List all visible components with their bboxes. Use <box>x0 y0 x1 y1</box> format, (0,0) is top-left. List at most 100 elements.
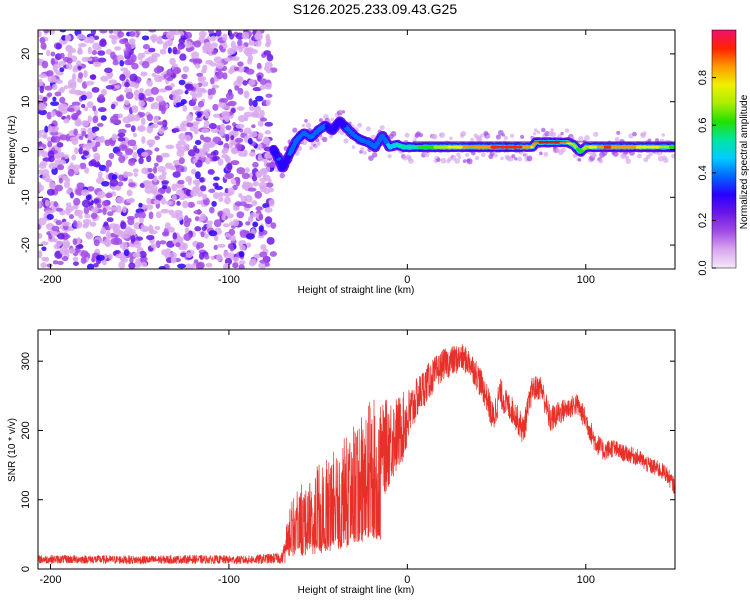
noise-blob <box>233 206 240 211</box>
noise-blob <box>146 197 152 205</box>
noise-blob <box>128 38 136 44</box>
track-dot <box>381 134 385 138</box>
track-halo <box>560 147 566 153</box>
noise-blob <box>218 45 224 51</box>
noise-blob <box>76 182 85 189</box>
track-halo <box>612 151 619 157</box>
noise-blob <box>52 83 58 90</box>
noise-blob <box>63 118 70 124</box>
noise-blob <box>168 209 175 216</box>
noise-blob <box>56 142 64 148</box>
noise-blob <box>243 47 252 55</box>
noise-blob <box>108 34 116 39</box>
noise-blob <box>258 135 263 140</box>
noise-blob <box>69 191 74 199</box>
track-dot <box>286 157 289 160</box>
noise-blob <box>210 35 217 42</box>
track-halo <box>464 152 470 158</box>
noise-blob <box>178 133 187 141</box>
y-tick-label: 100 <box>20 491 32 509</box>
noise-blob <box>177 139 186 146</box>
noise-blob <box>156 65 161 73</box>
noise-blob <box>122 206 127 213</box>
spectrogram-y-ticks: -20 -10 0 10 20 <box>20 48 675 253</box>
noise-blob <box>105 159 113 168</box>
noise-blob <box>218 191 224 198</box>
noise-blob <box>158 106 167 112</box>
noise-blob <box>121 230 131 239</box>
noise-blob <box>140 71 148 77</box>
track-halo <box>654 138 660 143</box>
track-halo <box>642 131 647 136</box>
y-tick-label: 300 <box>20 352 32 370</box>
noise-blob <box>111 174 118 181</box>
noise-blob <box>236 167 246 175</box>
noise-blob <box>73 128 78 136</box>
noise-blob <box>270 222 277 229</box>
noise-blob <box>148 224 153 232</box>
noise-blob <box>41 60 49 69</box>
noise-blob <box>202 193 207 200</box>
noise-blob <box>72 238 78 246</box>
noise-blob <box>140 117 146 126</box>
noise-blob <box>185 189 192 197</box>
noise-blob <box>251 200 258 206</box>
track-halo <box>450 154 457 161</box>
noise-blob <box>248 259 256 267</box>
noise-blob <box>98 94 105 99</box>
noise-blob <box>104 139 111 147</box>
noise-blob <box>184 134 192 142</box>
noise-blob <box>249 105 255 112</box>
noise-blob <box>215 71 224 80</box>
noise-blob <box>184 41 193 49</box>
noise-blob <box>153 162 159 167</box>
noise-blob <box>172 232 178 240</box>
noise-blob <box>59 86 65 93</box>
noise-blob <box>251 111 259 117</box>
noise-blob <box>105 192 113 199</box>
noise-blob <box>211 84 220 89</box>
noise-blob <box>40 42 47 50</box>
noise-blob <box>215 30 222 37</box>
noise-blob <box>210 151 217 156</box>
noise-blob <box>71 154 76 161</box>
noise-blob <box>83 222 90 228</box>
noise-blob <box>175 213 184 221</box>
noise-blob <box>161 180 170 185</box>
track-halo <box>514 157 518 161</box>
noise-blob <box>263 256 271 261</box>
noise-blob <box>216 253 223 262</box>
track-halo <box>316 141 321 146</box>
noise-blob <box>266 236 275 245</box>
noise-blob <box>240 195 248 202</box>
noise-blob <box>38 201 42 209</box>
noise-blob <box>247 41 256 46</box>
track-dot <box>377 140 380 144</box>
noise-blob <box>122 171 129 178</box>
noise-blob <box>125 43 132 52</box>
noise-blob <box>220 123 225 132</box>
noise-blob <box>169 57 176 66</box>
noise-blob <box>136 261 142 267</box>
noise-blob <box>211 200 217 207</box>
track-halo <box>578 136 584 142</box>
noise-blob <box>221 110 230 118</box>
noise-blob <box>198 30 207 38</box>
track-dot <box>278 160 282 164</box>
noise-blob <box>100 115 107 121</box>
noise-blob <box>176 189 185 196</box>
noise-blob <box>160 197 167 205</box>
noise-blob <box>213 219 222 228</box>
noise-blob <box>66 63 73 70</box>
noise-blob <box>239 244 246 251</box>
y-tick-label: 0 <box>20 146 32 152</box>
noise-blob <box>213 176 220 181</box>
noise-blob <box>221 153 229 159</box>
noise-blob <box>225 133 230 142</box>
noise-blob <box>257 143 263 151</box>
noise-blob <box>201 128 209 134</box>
noise-blob <box>150 243 157 249</box>
noise-blob <box>243 203 253 209</box>
noise-blob <box>267 178 272 183</box>
